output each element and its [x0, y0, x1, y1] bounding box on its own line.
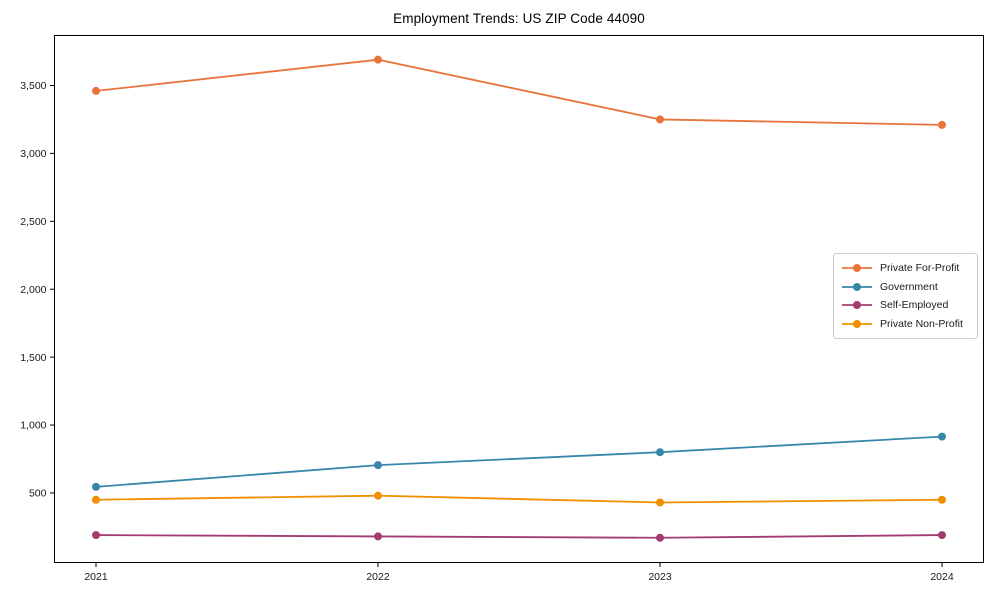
marker-self-employed-2021 — [92, 531, 100, 540]
marker-private-for-profit-2024 — [938, 120, 946, 129]
marker-private-non-profit-2023 — [656, 498, 664, 507]
legend-item-self-employed: Self-Employed — [842, 300, 969, 311]
legend-label: Self-Employed — [880, 299, 949, 311]
y-axis-tick-label: 3,500 — [20, 80, 46, 92]
legend-item-private-non-profit: Private Non-Profit — [842, 317, 969, 330]
x-axis-tick-label: 2021 — [84, 571, 108, 583]
y-axis-tick-label: 500 — [29, 488, 47, 500]
x-axis-tick-label: 2024 — [930, 571, 954, 583]
line-government — [95, 435, 943, 488]
legend-line-marker-icon — [842, 264, 872, 273]
y-axis-tick-label: 1,500 — [20, 352, 46, 364]
legend-item-private-for-profit: Private For-Profit — [842, 263, 969, 274]
marker-private-non-profit-2021 — [92, 495, 100, 504]
line-private-for-profit — [95, 58, 943, 126]
legend-line-marker-icon — [842, 319, 872, 328]
marker-government-2021 — [92, 482, 100, 491]
marker-self-employed-2023 — [656, 533, 664, 542]
marker-government-2024 — [938, 432, 946, 441]
marker-self-employed-2022 — [374, 532, 382, 541]
legend-item-government: Government — [842, 280, 969, 293]
legend-label: Private For-Profit — [880, 262, 960, 274]
marker-self-employed-2024 — [938, 531, 946, 540]
line-self-employed — [95, 534, 943, 539]
legend-label: Government — [880, 280, 938, 293]
legend: Private For-Profit Government Self-Employe… — [833, 253, 978, 339]
marker-private-non-profit-2024 — [938, 495, 946, 504]
marker-private-non-profit-2022 — [374, 491, 382, 500]
legend-line-marker-icon — [842, 282, 872, 291]
y-axis-tick-label: 3,000 — [20, 148, 46, 160]
x-axis-tick-label: 2023 — [648, 571, 672, 583]
marker-private-for-profit-2022 — [374, 55, 382, 64]
plot-frame — [54, 35, 984, 563]
marker-government-2022 — [374, 461, 382, 470]
line-private-non-profit — [95, 494, 943, 504]
legend-line-marker-icon — [842, 301, 872, 310]
marker-private-for-profit-2023 — [656, 115, 664, 124]
legend-label: Private Non-Profit — [880, 317, 963, 330]
y-axis-tick-label: 1,000 — [20, 420, 46, 432]
y-axis-tick-label: 2,000 — [20, 284, 46, 296]
y-axis-tick-label: 2,500 — [20, 216, 46, 228]
x-axis-tick-label: 2022 — [366, 571, 390, 583]
marker-government-2023 — [656, 448, 664, 457]
chart-title: Employment Trends: US ZIP Code 44090 — [393, 11, 645, 26]
marker-private-for-profit-2021 — [92, 86, 100, 95]
